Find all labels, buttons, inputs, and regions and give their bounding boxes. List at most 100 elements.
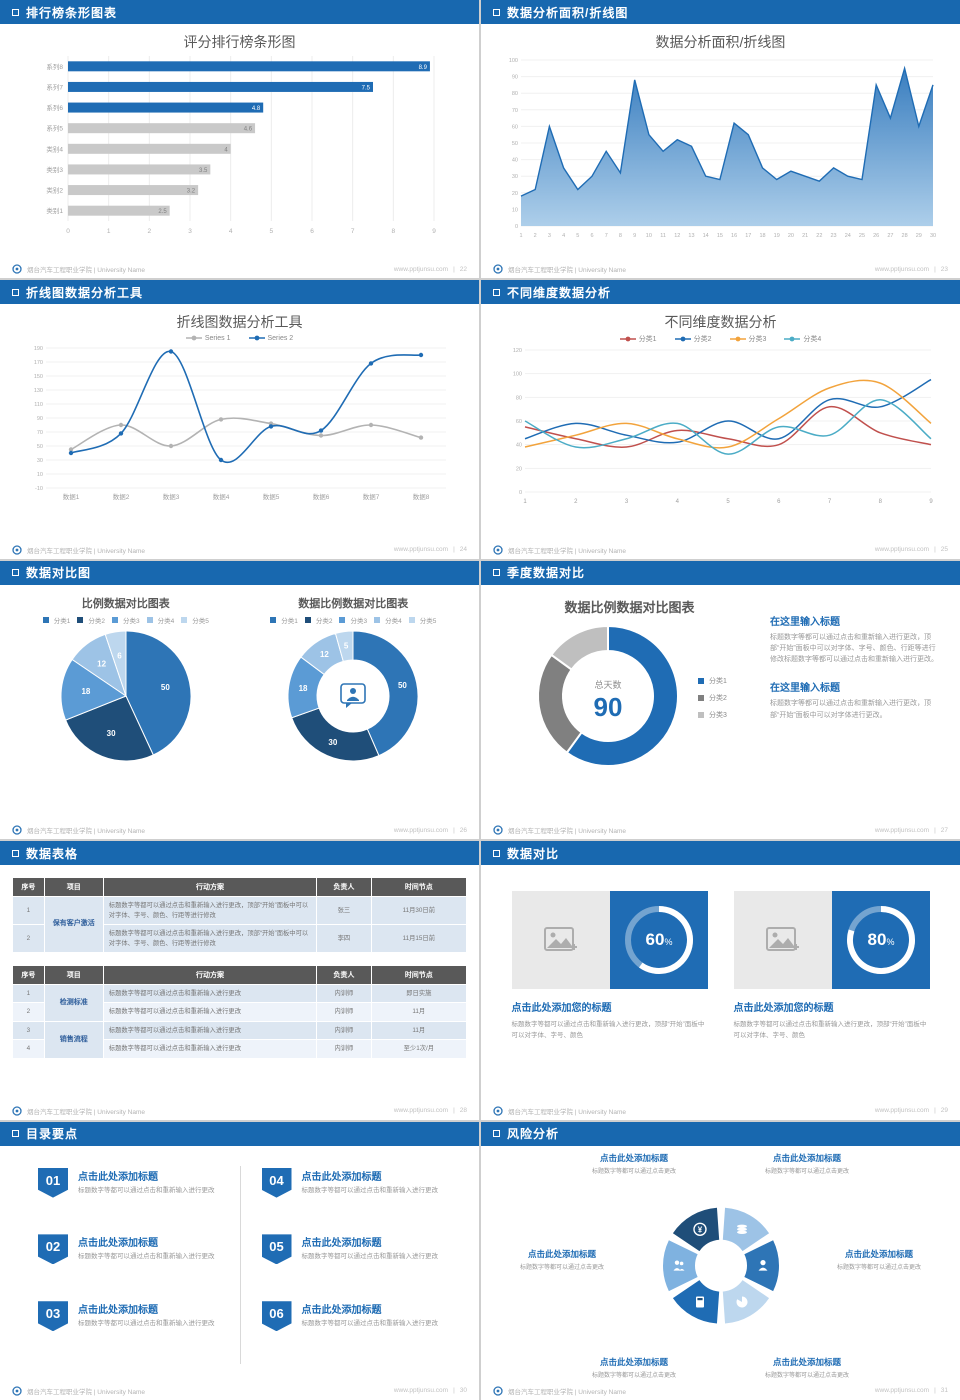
- risk-label-body: 标题数字等都可以通过点击更改: [836, 1264, 921, 1271]
- svg-text:数据1: 数据1: [62, 492, 79, 501]
- footer-divider: |: [934, 826, 936, 834]
- svg-text:8: 8: [391, 228, 395, 235]
- card-title: 点击此处添加您的标题: [733, 1003, 834, 1015]
- svg-text:20: 20: [515, 467, 521, 473]
- pie-chart-icon: [736, 1296, 747, 1308]
- svg-text:10: 10: [511, 207, 517, 213]
- footer-organization: 烟台汽车工程职业学院 | University Name: [508, 1388, 626, 1396]
- slide-footer: 烟台汽车工程职业学院 | University Name www.pptjuns…: [0, 541, 479, 559]
- toc-number-badge: 03: [38, 1301, 68, 1332]
- svg-text:10: 10: [645, 233, 651, 239]
- table-header-cell: 时间节点: [370, 877, 468, 898]
- toc-item-body: 标题数字等都可以通过点击和重新输入进行更改: [78, 1320, 215, 1328]
- svg-text:190: 190: [33, 346, 42, 352]
- school-logo-icon: [12, 264, 22, 275]
- slide-header-title: 数据对比图: [26, 566, 92, 581]
- table-header-cell: 项目: [43, 964, 104, 985]
- slide-header-title: 排行榜条形图表: [26, 5, 118, 20]
- svg-text:40: 40: [511, 158, 517, 164]
- chart-title: 数据比例数据对比图表: [298, 597, 409, 610]
- toc-number-badge: 04: [261, 1167, 292, 1198]
- legend-item: 分类5: [181, 615, 209, 625]
- slide-footer: 烟台汽车工程职业学院 | University Name www.pptjuns…: [481, 260, 960, 278]
- svg-text:3: 3: [624, 499, 628, 505]
- svg-text:90: 90: [511, 75, 517, 81]
- compare-card: 60% 点击此处添加您的标题 标题数字等都可以通过点击和重新输入进行更改，顶部“开始…: [511, 891, 708, 1041]
- slide-footer: 烟台汽车工程职业学院 | University Name www.pptjuns…: [481, 541, 960, 559]
- svg-text:5: 5: [344, 641, 349, 650]
- toc-item: 06 点击此处添加标题 标题数字等都可以通过点击和重新输入进行更改: [261, 1301, 442, 1362]
- slide-header: 不同维度数据分析: [481, 280, 960, 305]
- table-row: 1 检测标准 标题数字等都可以通过点击和重新输入进行更改 内训师 即日实施: [12, 983, 468, 1022]
- slide-footer: 烟台汽车工程职业学院 | University Name www.pptjuns…: [481, 821, 960, 839]
- footer-site: www.pptjunsu.com: [393, 1107, 449, 1115]
- school-logo-icon: [493, 264, 503, 275]
- svg-text:3: 3: [188, 228, 192, 235]
- table-header-cell: 行动方案: [102, 877, 318, 898]
- risk-label-body: 标题数字等都可以通过点击更改: [519, 1264, 604, 1271]
- school-logo-icon: [493, 825, 503, 835]
- toc-item: 02 点击此处添加标题 标题数字等都可以通过点击和重新输入进行更改: [38, 1234, 218, 1295]
- slide-header: 目录要点: [0, 1121, 479, 1146]
- svg-text:12: 12: [674, 233, 680, 239]
- svg-text:系列6: 系列6: [46, 103, 63, 112]
- svg-text:7: 7: [827, 499, 831, 505]
- data-table: 序号 项目 行动方案 负责人 时间节点 1 检测标准 标题数字等都可以通过点击和重新输入进行更…: [12, 964, 468, 1059]
- table-header-cell: 负责人: [316, 964, 372, 985]
- table-row: 2 标题数字等都可以通过点击和重新输入进行更改，顶部“开始”面板中可以对字体、字号…: [12, 924, 468, 953]
- header-square-icon: [493, 569, 500, 577]
- legend-item: 分类4: [374, 615, 402, 625]
- slide-footer: 烟台汽车工程职业学院 | University Name www.pptjuns…: [481, 1382, 960, 1400]
- svg-text:12: 12: [320, 650, 329, 659]
- header-square-icon: [493, 1130, 500, 1138]
- toc-item: 03 点击此处添加标题 标题数字等都可以通过点击和重新输入进行更改: [38, 1301, 218, 1362]
- legend-item: Series 1: [185, 334, 231, 342]
- footer-site: www.pptjunsu.com: [393, 1387, 449, 1395]
- toc-item: 05 点击此处添加标题 标题数字等都可以通过点击和重新输入进行更改: [261, 1234, 442, 1295]
- svg-text:80: 80: [515, 396, 521, 402]
- table-header-cell: 负责人: [316, 877, 372, 898]
- slide-header-title: 数据表格: [26, 846, 79, 861]
- school-logo-icon: [12, 1105, 22, 1116]
- svg-text:70: 70: [36, 430, 42, 436]
- risk-label: 点击此处添加标题 标题数字等都可以通过点击更改: [810, 1248, 948, 1271]
- toc-item-body: 标题数字等都可以通过点击和重新输入进行更改: [78, 1253, 215, 1261]
- svg-text:系列5: 系列5: [46, 124, 63, 133]
- slide-header-title: 数据分析面积/折线图: [507, 5, 629, 20]
- person-presenter-icon: [340, 682, 367, 708]
- svg-text:20: 20: [511, 191, 517, 197]
- footer-site: www.pptjunsu.com: [393, 546, 449, 554]
- header-square-icon: [12, 288, 19, 296]
- risk-label: 点击此处添加标题 标题数字等都可以通过点击更改: [722, 1356, 892, 1379]
- donut-chart: 总天数 90: [532, 620, 684, 777]
- svg-text:20: 20: [787, 233, 793, 239]
- svg-text:系列7: 系列7: [46, 82, 63, 91]
- legend-item: 分类1: [698, 676, 727, 686]
- text-block: 在这里输入标题 标题数字等都可以通过点击和重新输入进行更改，顶部“开始”面板中可…: [770, 613, 942, 666]
- footer-site: www.pptjunsu.com: [874, 826, 930, 834]
- toc-number-badge: 01: [38, 1167, 68, 1198]
- svg-text:80: 80: [511, 91, 517, 97]
- calculator-icon: [695, 1296, 704, 1308]
- footer-page-number: 31: [940, 1387, 948, 1395]
- header-square-icon: [493, 849, 500, 857]
- svg-text:18: 18: [299, 684, 308, 693]
- data-table: 序号 项目 行动方案 负责人 时间节点 1 保有客户激活 标题数字等都可以通过点击和重新输入进…: [12, 877, 468, 953]
- svg-text:1: 1: [523, 499, 527, 505]
- svg-text:100: 100: [512, 372, 521, 378]
- slide-header-title: 折线图数据分析工具: [26, 285, 144, 300]
- slide-footer: 烟台汽车工程职业学院 | University Name www.pptjuns…: [481, 1102, 960, 1120]
- school-logo-icon: [493, 545, 503, 555]
- svg-text:11: 11: [660, 233, 666, 239]
- footer-site: www.pptjunsu.com: [874, 1387, 930, 1395]
- svg-text:60%: 60%: [645, 930, 672, 949]
- area-chart: 0 10 20 30 40 50 60 70 80 90 100 1 2 3 4 5 6 7 8 9 10 11 12 13 1…: [493, 54, 948, 240]
- svg-text:9: 9: [929, 499, 933, 505]
- people-icon: [673, 1260, 684, 1271]
- school-logo-icon: [493, 1105, 503, 1116]
- slide-header: 数据对比: [481, 841, 960, 866]
- svg-text:2.5: 2.5: [158, 209, 167, 215]
- svg-text:19: 19: [773, 233, 779, 239]
- svg-text:18: 18: [81, 687, 90, 696]
- legend-item: 分类1: [619, 334, 657, 344]
